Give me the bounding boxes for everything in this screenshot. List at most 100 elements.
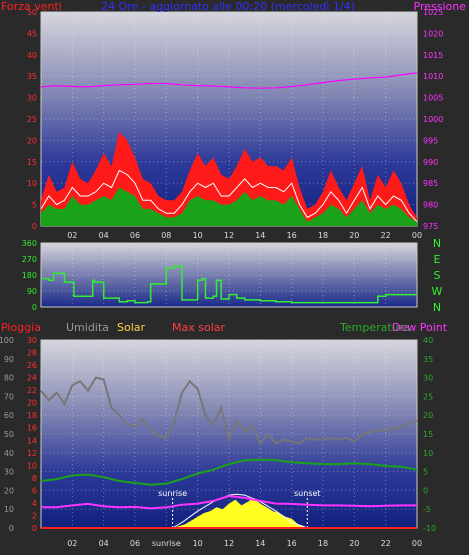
direction-y-tick: 0 bbox=[32, 303, 37, 312]
rain-y-tick: 2 bbox=[32, 512, 37, 521]
wind-axis-labels: 0510152025303540455097598098599099510001… bbox=[27, 8, 444, 240]
weather-x-tick: 18 bbox=[318, 539, 328, 548]
wind-y-tick: 45 bbox=[27, 29, 37, 38]
humidity-y-tick: 60 bbox=[4, 411, 14, 420]
wind-direction-line bbox=[41, 265, 417, 304]
wind-x-tick: 16 bbox=[287, 231, 297, 240]
rain-y-tick: 0 bbox=[32, 524, 37, 533]
pressure-right-label: Pressione bbox=[414, 0, 467, 13]
weather-x-tick: 22 bbox=[381, 539, 391, 548]
rain-y-tick: 16 bbox=[27, 424, 37, 433]
wind-x-tick: 00 bbox=[412, 231, 422, 240]
humidity-y-tick: 100 bbox=[0, 336, 14, 345]
temperature-line bbox=[40, 458, 418, 486]
direction-y-tick: 270 bbox=[22, 255, 37, 264]
weather-x-tick: 02 bbox=[67, 539, 77, 548]
pressure-y-tick: 990 bbox=[423, 158, 438, 167]
weather-x-tick: 10 bbox=[193, 539, 203, 548]
sunrise-caption: sunrise bbox=[158, 489, 187, 498]
wind-x-tick: 04 bbox=[99, 231, 109, 240]
pressure-y-tick: 985 bbox=[423, 179, 438, 188]
rain-y-tick: 22 bbox=[27, 386, 37, 395]
dewpoint-label: Dew Point bbox=[392, 321, 448, 334]
wind-y-tick: 5 bbox=[32, 201, 37, 210]
wind-y-tick: 15 bbox=[27, 158, 37, 167]
wind-y-tick: 35 bbox=[27, 72, 37, 81]
wind-panel: 0510152025303540455097598098599099510001… bbox=[1, 0, 466, 240]
pressure-y-tick: 995 bbox=[423, 136, 438, 145]
direction-y-tick: 360 bbox=[22, 239, 37, 248]
direction-compass-label: E bbox=[434, 253, 441, 266]
direction-compass-label: N bbox=[433, 237, 441, 250]
wind-y-tick: 0 bbox=[32, 222, 37, 231]
solar-area bbox=[172, 497, 308, 528]
humidity-y-tick: 0 bbox=[9, 524, 14, 533]
rain-y-tick: 20 bbox=[27, 399, 37, 408]
weather-x-tick: 14 bbox=[255, 539, 265, 548]
humidity-y-tick: 70 bbox=[4, 392, 14, 401]
wind-x-tick: 20 bbox=[349, 231, 359, 240]
humidity-line bbox=[40, 376, 418, 446]
wind-speed-area bbox=[41, 187, 417, 226]
humidity-y-tick: 20 bbox=[4, 486, 14, 495]
weather-series: sunrise sunset bbox=[40, 376, 418, 529]
wind-x-tick: 06 bbox=[130, 231, 140, 240]
wind-y-tick: 25 bbox=[27, 115, 37, 124]
wind-y-tick: 50 bbox=[27, 8, 37, 17]
rain-y-tick: 10 bbox=[27, 461, 37, 470]
temperature-y-tick: -10 bbox=[423, 524, 436, 533]
direction-compass-label: W bbox=[432, 285, 443, 298]
humidity-y-tick: 80 bbox=[4, 374, 14, 383]
temperature-y-tick: 10 bbox=[423, 449, 433, 458]
wind-series bbox=[40, 72, 418, 226]
direction-series bbox=[41, 265, 417, 304]
temperature-y-tick: 15 bbox=[423, 430, 433, 439]
pressure-y-tick: 1010 bbox=[423, 72, 443, 81]
sunset-caption: sunset bbox=[294, 489, 321, 498]
wind-title: 24 Ore - aggiornato alle 00:20 (mercoled… bbox=[101, 0, 355, 13]
max-solar-line bbox=[172, 493, 308, 529]
weather-x-tick: sunrise bbox=[152, 539, 181, 548]
wind-y-tick: 30 bbox=[27, 94, 37, 103]
wind-x-tick: 14 bbox=[255, 231, 265, 240]
weather-x-tick: 12 bbox=[224, 539, 234, 548]
temperature-y-tick: 25 bbox=[423, 392, 433, 401]
humidity-y-tick: 10 bbox=[4, 505, 14, 514]
dewpoint-line bbox=[41, 494, 417, 510]
rain-y-tick: 26 bbox=[27, 361, 37, 370]
rain-y-tick: 4 bbox=[32, 499, 37, 508]
temperature-y-tick: 40 bbox=[423, 336, 433, 345]
pressure-line bbox=[40, 72, 418, 89]
direction-y-tick: 180 bbox=[22, 271, 37, 280]
weather-x-tick: 20 bbox=[349, 539, 359, 548]
wind-x-tick: 02 bbox=[67, 231, 77, 240]
direction-compass-label: N bbox=[433, 301, 441, 314]
weather-x-tick: 16 bbox=[287, 539, 297, 548]
temperature-y-tick: -5 bbox=[423, 505, 431, 514]
pressure-y-tick: 1005 bbox=[423, 94, 443, 103]
rain-y-tick: 18 bbox=[27, 411, 37, 420]
direction-compass-label: S bbox=[434, 269, 441, 282]
temperature-y-tick: 0 bbox=[423, 486, 428, 495]
rain-y-tick: 8 bbox=[32, 474, 37, 483]
temperature-y-tick: 20 bbox=[423, 411, 433, 420]
wind-y-tick: 10 bbox=[27, 179, 37, 188]
humidity-y-tick: 50 bbox=[4, 430, 14, 439]
wind-x-tick: 18 bbox=[318, 231, 328, 240]
rain-y-tick: 6 bbox=[32, 486, 37, 495]
wind-left-label: Forza venti bbox=[1, 0, 62, 13]
direction-y-tick: 90 bbox=[27, 287, 37, 296]
pressure-y-tick: 975 bbox=[423, 222, 438, 231]
temperature-y-tick: 30 bbox=[423, 374, 433, 383]
weather-axis-labels: 0102030405060708090100024681012141618202… bbox=[0, 336, 436, 548]
pressure-y-tick: 1025 bbox=[423, 8, 443, 17]
humidity-y-tick: 40 bbox=[4, 449, 14, 458]
rain-y-tick: 30 bbox=[27, 336, 37, 345]
humidity-y-tick: 90 bbox=[4, 355, 14, 364]
temperature-y-tick: 5 bbox=[423, 468, 428, 477]
pressure-y-tick: 1020 bbox=[423, 29, 443, 38]
weather-x-tick: 00 bbox=[412, 539, 422, 548]
